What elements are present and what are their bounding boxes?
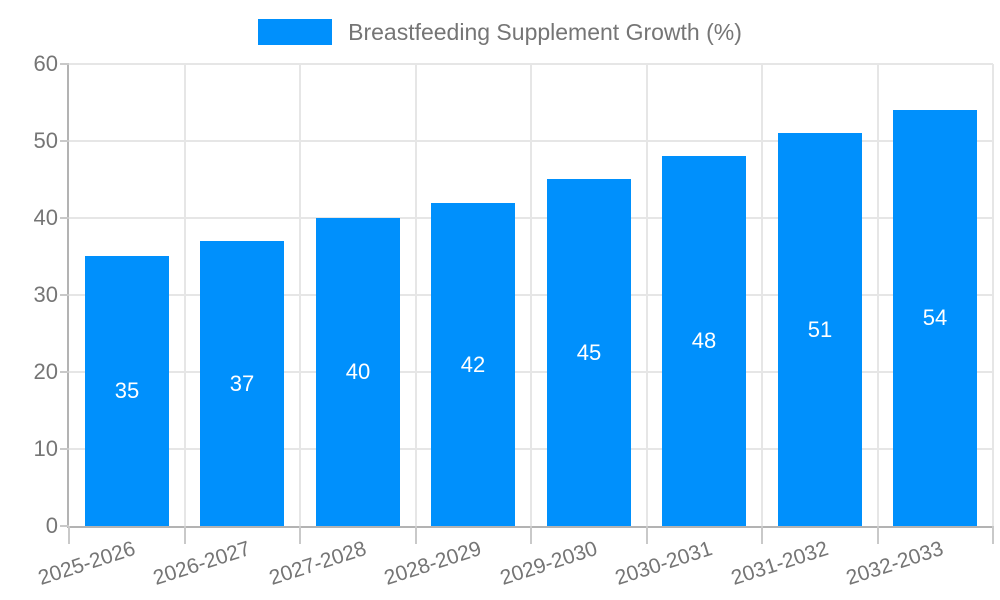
bar-value-label: 42 bbox=[460, 352, 486, 377]
bar-2026-2027[interactable] bbox=[200, 241, 284, 526]
x-gridline bbox=[761, 64, 763, 526]
y-axis-tick bbox=[60, 217, 69, 219]
bar-2029-2030[interactable] bbox=[547, 179, 631, 526]
y-axis-tick bbox=[60, 448, 69, 450]
x-axis-tick bbox=[299, 526, 301, 544]
plot-area: 35 37 40 42 45 48 51 54 bbox=[67, 63, 994, 528]
x-axis-tick bbox=[645, 526, 648, 544]
y-axis-label: 60 bbox=[33, 51, 58, 76]
bar-value-label: 45 bbox=[576, 340, 602, 365]
bar-value-label: 54 bbox=[922, 305, 948, 330]
x-axis-tick bbox=[992, 526, 994, 544]
bar-2028-2029[interactable] bbox=[431, 203, 515, 526]
y-axis-label: 40 bbox=[33, 205, 58, 230]
x-gridline bbox=[530, 64, 532, 526]
y-axis-label: 0 bbox=[45, 513, 58, 538]
legend: Breastfeeding Supplement Growth (%) bbox=[0, 16, 1000, 48]
x-gridline bbox=[414, 64, 417, 526]
x-gridline bbox=[992, 64, 994, 526]
y-axis-tick bbox=[60, 371, 69, 373]
bar-value-label: 48 bbox=[691, 328, 717, 353]
y-axis-tick bbox=[60, 140, 69, 142]
y-axis-label: 30 bbox=[33, 282, 58, 307]
y-axis-tick bbox=[60, 63, 69, 65]
bar-2030-2031[interactable] bbox=[662, 156, 746, 526]
x-axis-tick bbox=[530, 526, 532, 544]
x-gridline bbox=[299, 64, 301, 526]
y-axis-tick bbox=[60, 525, 69, 527]
x-axis-tick bbox=[414, 526, 417, 544]
x-axis-tick bbox=[876, 526, 879, 544]
legend-label[interactable]: Breastfeeding Supplement Growth (%) bbox=[348, 18, 742, 45]
x-axis-tick bbox=[68, 526, 70, 544]
x-gridline bbox=[876, 64, 879, 526]
bar-2032-2033[interactable] bbox=[893, 110, 977, 526]
bar-2027-2028[interactable] bbox=[316, 218, 400, 526]
bar-2025-2026[interactable] bbox=[85, 256, 169, 526]
legend-swatch[interactable] bbox=[258, 19, 333, 45]
x-gridline bbox=[183, 64, 186, 526]
x-gridline bbox=[645, 64, 648, 526]
bar-value-label: 37 bbox=[229, 371, 255, 396]
x-axis-tick bbox=[183, 526, 186, 544]
y-axis-label: 20 bbox=[33, 359, 58, 384]
y-axis-label: 50 bbox=[33, 128, 58, 153]
bar-value-label: 35 bbox=[114, 378, 140, 403]
bar-value-label: 40 bbox=[345, 359, 371, 384]
y-axis-label: 10 bbox=[33, 436, 58, 461]
bar-2031-2032[interactable] bbox=[778, 133, 862, 526]
bar-value-label: 51 bbox=[807, 317, 833, 342]
x-axis-tick bbox=[761, 526, 763, 544]
y-axis-tick bbox=[60, 294, 69, 296]
